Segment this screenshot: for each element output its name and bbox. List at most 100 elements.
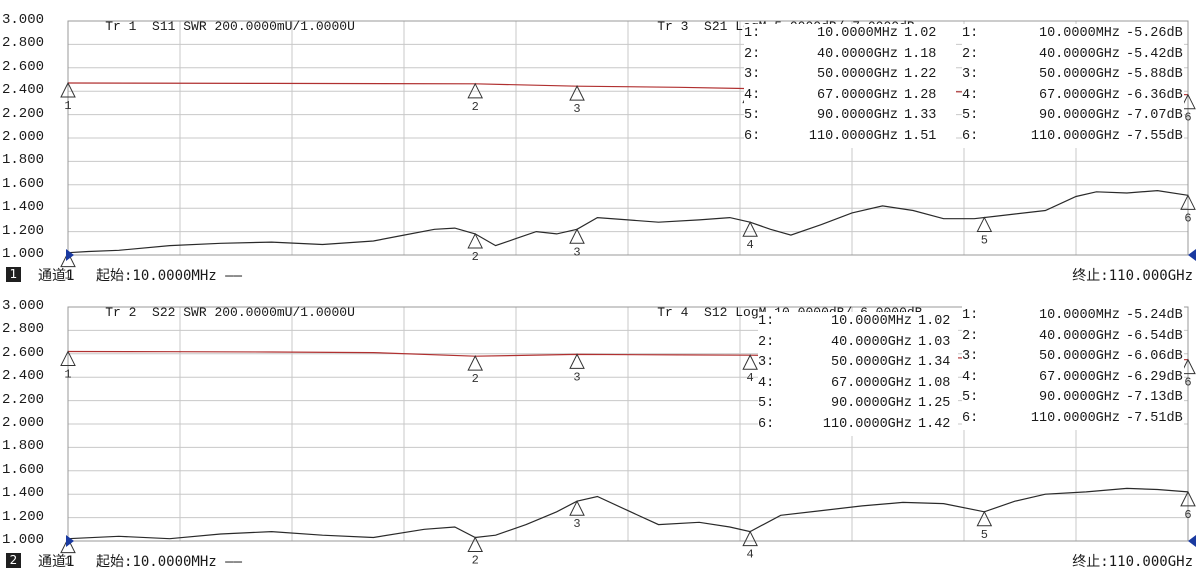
marker-readout-value: 1.02 — [904, 26, 937, 41]
marker-readout-num: 6: — [962, 410, 979, 426]
marker-readout-row: 2: 40.0000GHz 1.03 — [758, 333, 958, 354]
y-tick-label: 1.200 — [2, 508, 45, 525]
swr-marker-triangle — [569, 228, 585, 244]
swr-marker-number: 4 — [747, 548, 754, 562]
marker-readout-row: 6: 110.0000GHz -7.55dB — [962, 127, 1184, 148]
channel-1-badge[interactable]: 1 — [6, 267, 21, 282]
marker-readout-num: 4: — [962, 87, 979, 103]
trace-1-header: Tr 1 S11 SWR 200.0000mU/1.0000U — [74, 4, 355, 49]
swr-marker-triangle — [742, 530, 758, 547]
marker-readout-row: 6: 110.0000GHz 1.51 — [744, 127, 956, 148]
y-tick-label: 2.600 — [2, 58, 45, 75]
logm-marker-triangle — [467, 355, 484, 371]
y-tick-label: 2.800 — [2, 35, 45, 52]
marker-readout-num: 3: — [962, 67, 979, 83]
marker-readout-freq: 50.0000GHz — [816, 67, 898, 83]
trace-2-header: Tr 2 S22 SWR 200.0000mU/1.0000U — [74, 290, 355, 335]
plot-frame — [67, 20, 1189, 256]
y-tick-label: 2.600 — [2, 344, 45, 361]
marker-readout-value: -7.07dB — [1126, 108, 1183, 124]
swr-marker-triangle — [60, 251, 76, 268]
logm-marker-triangle — [60, 81, 76, 98]
marker-readout-freq: 10.0000MHz — [816, 26, 898, 41]
marker-readout-value: -6.54dB — [1126, 328, 1183, 344]
swr-trace-line — [67, 487, 1189, 540]
reference-arrow-right — [1188, 535, 1196, 547]
swr-marker-number: 6 — [1184, 211, 1191, 225]
marker-readout-row: 5: 90.0000GHz 1.25 — [758, 394, 958, 415]
reference-arrow-left — [66, 249, 74, 261]
marker-readout-row: 4: 67.0000GHz 1.28 — [744, 86, 956, 107]
marker-readout-value: 1.33 — [904, 108, 937, 124]
marker-readout-row: 3: 50.0000GHz 1.34 — [758, 353, 958, 374]
marker-readout-freq: 10.0000MHz — [830, 314, 912, 329]
marker-readout-value: 1.51 — [904, 128, 937, 144]
logm-marker-number: 3 — [573, 102, 580, 116]
y-tick-label: 1.600 — [2, 461, 45, 478]
plot-frame — [67, 306, 1189, 542]
swr-marker-number: 6 — [1184, 508, 1191, 522]
marker-readout-value: -5.24dB — [1126, 308, 1183, 323]
reference-arrow-left — [66, 535, 74, 547]
logm-marker-triangle — [1180, 93, 1196, 110]
swr-marker-triangle — [1180, 194, 1196, 210]
trace-2-label: Tr 2 — [105, 305, 137, 320]
marker-readout-num: 5: — [962, 108, 979, 124]
channel-1-footer: 1 通道1 起始:10.0000MHz —— 终止:110.000GHz — [0, 264, 1199, 286]
channel-2-badge[interactable]: 2 — [6, 553, 21, 568]
marker-readout-value: 1.25 — [918, 396, 951, 412]
channel-2-stop: 终止:110.000GHz — [1072, 554, 1193, 570]
marker-readout-num: 2: — [962, 46, 979, 62]
marker-readout-num: 6: — [962, 128, 979, 144]
marker-readout-num: 5: — [962, 390, 979, 406]
y-tick-label: 2.000 — [2, 415, 45, 431]
marker-readout-freq: 50.0000GHz — [1038, 67, 1120, 83]
logm-marker-triangle — [1180, 358, 1196, 375]
marker-readout-freq: 40.0000GHz — [830, 334, 912, 350]
trace-4-label: Tr 4 — [657, 305, 689, 320]
marker-readout-num: 4: — [962, 369, 979, 385]
y-tick-label: 1.400 — [2, 199, 45, 216]
marker-readout-row: 2: 40.0000GHz -6.54dB — [962, 327, 1184, 348]
marker-readout-row: 4: 67.0000GHz -6.36dB — [962, 86, 1184, 107]
swr-marker-triangle — [60, 537, 76, 554]
logm-marker-number: 6 — [1184, 376, 1191, 390]
marker-readout-row: 1: 10.0000MHz -5.26dB — [962, 24, 1184, 45]
marker-readout-freq: 110.0000GHz — [1030, 410, 1120, 426]
marker-readout-row: 2: 40.0000GHz -5.42dB — [962, 45, 1184, 66]
marker-readout-freq: 90.0000GHz — [816, 108, 898, 124]
marker-readout-value: -7.55dB — [1126, 128, 1183, 144]
logm-marker-table-2: 1: 10.0000MHz -5.24dB 2: 40.0000GHz -6.54dB 3:… — [962, 306, 1184, 430]
marker-readout-value: 1.02 — [918, 314, 951, 329]
marker-readout-freq: 10.0000MHz — [1038, 308, 1120, 323]
trace-2-param: S22 SWR 200.0000mU/1.0000U — [152, 305, 355, 320]
y-tick-label: 3.000 — [2, 298, 45, 314]
logm-marker-triangle — [742, 354, 758, 370]
logm-marker-triangle — [569, 85, 585, 101]
marker-readout-freq: 40.0000GHz — [1038, 328, 1120, 344]
marker-readout-value: 1.42 — [918, 416, 951, 432]
channel-2-label: 通道1 — [38, 554, 75, 570]
marker-readout-row: 6: 110.0000GHz -7.51dB — [962, 409, 1184, 430]
marker-readout-value: 1.22 — [904, 67, 937, 83]
marker-readout-freq: 90.0000GHz — [1038, 108, 1120, 124]
marker-readout-num: 6: — [744, 128, 761, 144]
marker-readout-freq: 10.0000MHz — [1038, 26, 1120, 41]
marker-readout-num: 2: — [962, 328, 979, 344]
channel-1-stop: 终止:110.000GHz — [1072, 268, 1193, 284]
marker-readout-num: 6: — [758, 416, 775, 432]
marker-readout-freq: 110.0000GHz — [1030, 128, 1120, 144]
marker-readout-row: 1: 10.0000MHz -5.24dB — [962, 306, 1184, 327]
marker-readout-freq: 50.0000GHz — [830, 355, 912, 371]
y-tick-label: 2.800 — [2, 321, 45, 338]
marker-readout-value: 1.03 — [918, 334, 951, 350]
marker-readout-value: -6.06dB — [1126, 349, 1183, 365]
marker-readout-num: 3: — [962, 349, 979, 365]
marker-readout-freq: 110.0000GHz — [822, 416, 912, 432]
y-tick-label: 1.800 — [2, 438, 45, 455]
marker-readout-row: 3: 50.0000GHz -6.06dB — [962, 347, 1184, 368]
swr-marker-triangle — [976, 216, 993, 233]
swr-marker-number: 2 — [472, 250, 479, 264]
marker-readout-row: 3: 50.0000GHz 1.22 — [744, 65, 956, 86]
swr-marker-number: 5 — [981, 528, 988, 542]
